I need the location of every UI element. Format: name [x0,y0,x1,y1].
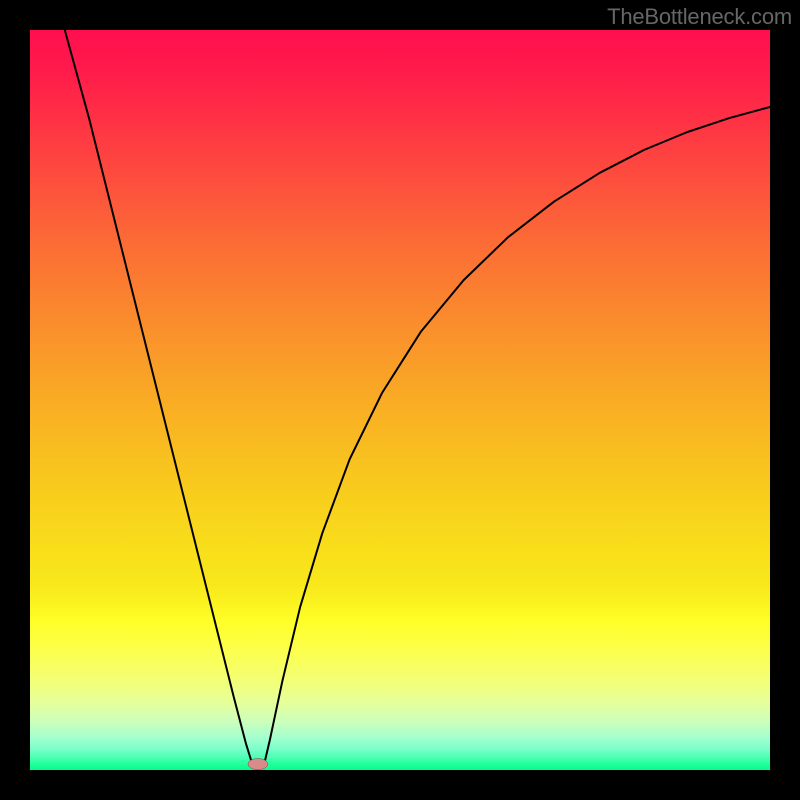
curve-layer [30,30,770,770]
curve-left-branch [65,30,253,766]
plot-area [30,30,770,770]
target-marker [248,759,268,770]
watermark-text: TheBottleneck.com [607,4,792,30]
chart-container: TheBottleneck.com [0,0,800,800]
curve-right-branch [264,107,770,766]
